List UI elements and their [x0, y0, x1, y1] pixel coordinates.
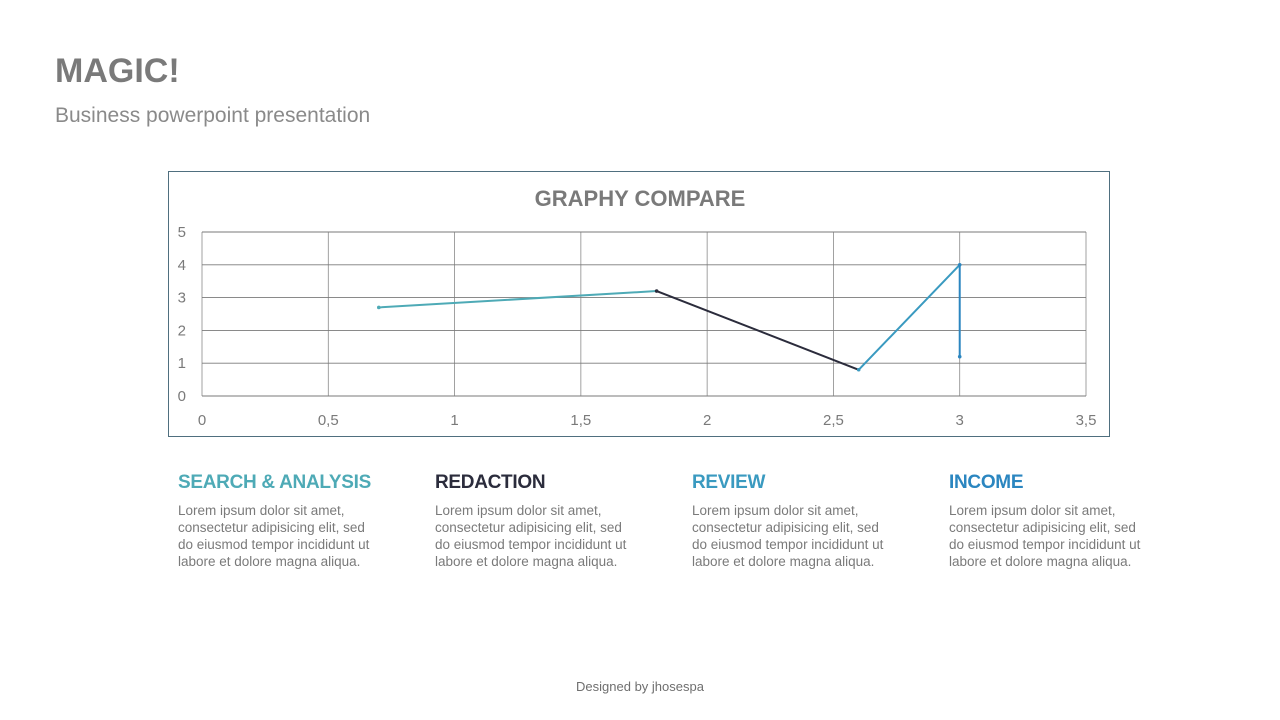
y-tick-label: 3 — [178, 290, 186, 307]
x-tick-label: 1,5 — [570, 412, 591, 429]
page-subtitle: Business powerpoint presentation — [55, 104, 371, 127]
column-heading: REDACTION — [435, 472, 546, 493]
x-tick-label: 0 — [198, 412, 206, 429]
line-segment — [655, 290, 860, 371]
column-text: Lorem ipsum dolor sit amet, consectetur … — [949, 503, 1141, 569]
x-tick-label: 1 — [450, 412, 458, 429]
y-tick-label: 4 — [178, 257, 186, 274]
data-point — [957, 354, 962, 359]
x-tick-label: 3,5 — [1076, 412, 1097, 429]
column-redaction: REDACTION Lorem ipsum dolor sit amet, co… — [435, 472, 635, 570]
page-title: MAGIC! — [55, 52, 180, 90]
x-tick-label: 0,5 — [318, 412, 339, 429]
column-text: Lorem ipsum dolor sit amet, consectetur … — [435, 503, 627, 569]
column-heading: INCOME — [949, 472, 1024, 493]
footer-credit: Designed by jhosespa — [576, 679, 704, 694]
column-text: Lorem ipsum dolor sit amet, consectetur … — [178, 503, 370, 569]
column-heading: SEARCH & ANALYSIS — [178, 472, 372, 493]
data-point — [377, 305, 381, 310]
column-income: INCOME Lorem ipsum dolor sit amet, conse… — [949, 472, 1149, 570]
column-review: REVIEW Lorem ipsum dolor sit amet, conse… — [692, 472, 892, 570]
line-segment — [377, 290, 658, 309]
column-text: Lorem ipsum dolor sit amet, consectetur … — [692, 503, 884, 569]
y-tick-label: 1 — [178, 355, 186, 372]
line-segment — [857, 263, 961, 371]
chart-title: GRAPHY COMPARE — [535, 186, 746, 211]
y-tick-label: 5 — [178, 224, 186, 241]
data-point — [856, 367, 861, 372]
x-tick-label: 2,5 — [823, 412, 844, 429]
data-point — [654, 289, 659, 293]
data-point — [957, 263, 962, 267]
y-tick-label: 2 — [178, 322, 186, 339]
x-tick-label: 3 — [956, 412, 964, 429]
chart-frame — [168, 171, 1110, 437]
column-heading: REVIEW — [692, 472, 766, 493]
y-tick-label: 0 — [178, 388, 186, 405]
x-tick-label: 2 — [703, 412, 711, 429]
column-search-analysis: SEARCH & ANALYSIS Lorem ipsum dolor sit … — [178, 472, 378, 570]
